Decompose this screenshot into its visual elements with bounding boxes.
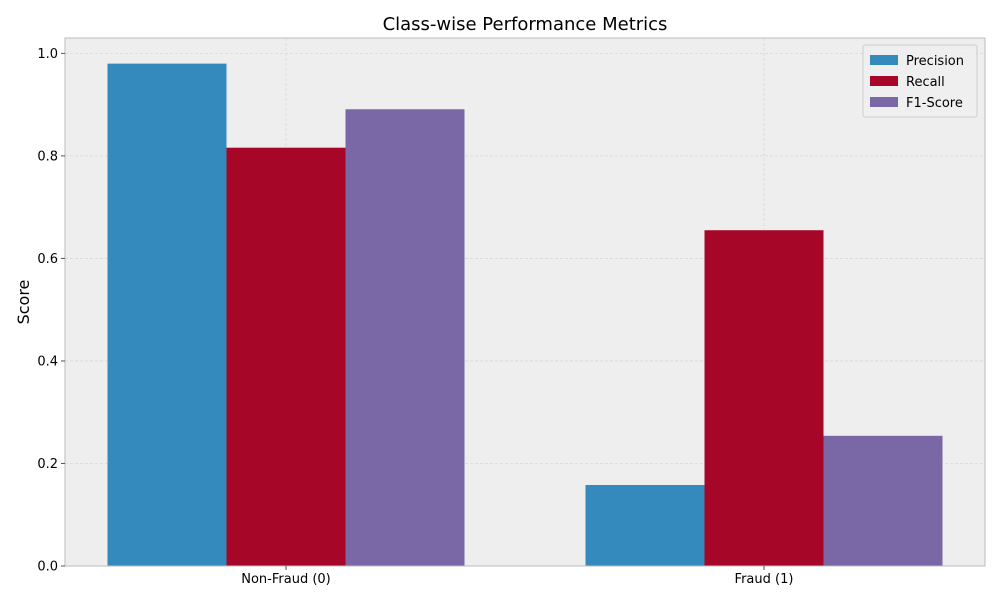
x-tick-label: Fraud (1) [735, 572, 794, 587]
y-tick-label: 0.2 [37, 457, 58, 472]
plot-frame [64, 37, 986, 567]
legend-label: Precision [906, 54, 964, 69]
y-tick-label: 0.4 [37, 354, 58, 369]
legend-swatch [870, 55, 898, 65]
bars [107, 63, 943, 567]
bar-recall-0 [226, 147, 346, 566]
bar-f1-score-1 [823, 435, 943, 566]
bar-precision-1 [585, 485, 705, 566]
y-tick-label: 1.0 [37, 47, 58, 62]
y-axis: 0.0 0.2 0.4 0.6 0.8 1.0 [37, 47, 65, 575]
chart-title: Class-wise Performance Metrics [383, 14, 668, 35]
legend-label: Recall [906, 75, 945, 90]
bar-f1-score-0 [345, 109, 465, 567]
y-tick-label: 0.6 [37, 252, 58, 267]
y-tick-label: 0.0 [37, 560, 58, 575]
bar-recall-1 [704, 230, 824, 566]
legend-label: F1-Score [906, 96, 963, 111]
x-tick-label: Non-Fraud (0) [241, 572, 331, 587]
y-tick-label: 0.8 [37, 149, 58, 164]
legend: Precision Recall F1-Score [862, 44, 978, 118]
y-axis-label: Score [14, 280, 33, 325]
legend-swatch [870, 76, 898, 86]
bar-precision-0 [107, 63, 227, 566]
legend-swatch [870, 97, 898, 107]
x-axis: Non-Fraud (0) Fraud (1) [241, 566, 793, 587]
